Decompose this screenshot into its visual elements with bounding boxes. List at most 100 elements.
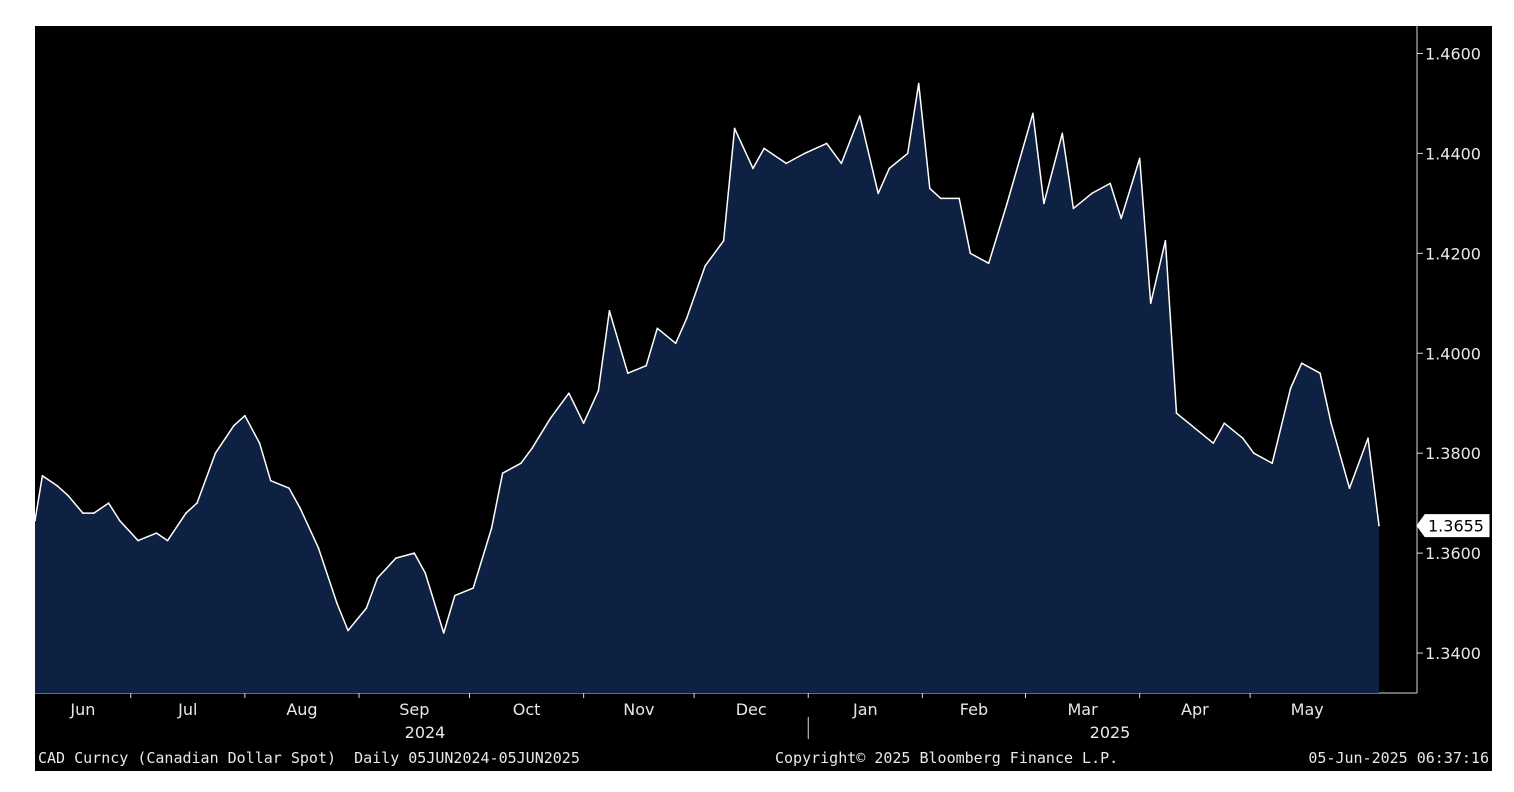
series-point-21 <box>336 602 338 604</box>
series-point-84 <box>1319 372 1321 375</box>
series-point-43 <box>674 342 677 345</box>
series-point-29 <box>454 594 456 597</box>
y-tick-label-0: 1.3400 <box>1425 644 1481 663</box>
timestamp-label: 05-Jun-2025 06:37:16 <box>1308 749 1489 767</box>
last-value-label: 1.3655 <box>1428 517 1484 536</box>
series-point-2 <box>56 484 58 487</box>
series-point-24 <box>376 577 379 579</box>
series-point-37 <box>582 422 585 425</box>
series-point-0 <box>35 519 36 522</box>
y-tick-label-4: 1.4200 <box>1425 244 1481 263</box>
y-tick-label-3: 1.4000 <box>1425 344 1481 363</box>
series-point-41 <box>645 364 647 367</box>
series-point-31 <box>490 527 493 529</box>
series-point-85 <box>1330 422 1332 425</box>
series-point-70 <box>1109 182 1111 185</box>
series-point-42 <box>656 327 659 330</box>
series-point-26 <box>413 552 416 554</box>
series-point-27 <box>424 572 427 574</box>
series-point-20 <box>317 547 320 549</box>
x-month-label-10: Apr <box>1181 700 1209 719</box>
series-point-6 <box>107 502 110 504</box>
series-point-63 <box>987 262 990 265</box>
series-point-12 <box>196 502 198 504</box>
series-point-11 <box>185 512 187 514</box>
series-point-28 <box>442 632 445 634</box>
y-tick-label-2: 1.3800 <box>1425 444 1481 463</box>
x-month-label-9: Mar <box>1067 700 1098 719</box>
series-point-13 <box>214 452 217 455</box>
series-point-87 <box>1367 437 1369 440</box>
series-point-18 <box>288 487 290 490</box>
series-point-23 <box>365 607 368 609</box>
series-point-82 <box>1289 387 1292 390</box>
x-month-label-2: Aug <box>286 700 317 719</box>
series-point-1 <box>41 474 44 477</box>
series-point-54 <box>859 115 861 117</box>
series-point-67 <box>1061 132 1064 135</box>
series-point-64 <box>1006 202 1008 205</box>
series-point-72 <box>1138 157 1141 160</box>
series-point-77 <box>1212 442 1215 445</box>
year-label-2024: 2024 <box>405 723 446 742</box>
series-point-79 <box>1242 437 1244 440</box>
series-point-75 <box>1175 412 1178 415</box>
series-point-7 <box>118 519 121 522</box>
series-point-22 <box>347 629 349 632</box>
copyright-label: Copyright© 2025 Bloomberg Finance L.P. <box>775 749 1119 767</box>
series-point-32 <box>501 472 504 475</box>
series-point-78 <box>1223 422 1226 425</box>
ticker-label: CAD Curncy (Canadian Dollar Spot) Daily … <box>38 749 580 767</box>
chart-frame: 1.3400 1.3600 1.3800 1.4000 1.4200 1.4400 1.46… <box>35 26 1492 771</box>
series-point-71 <box>1120 217 1122 220</box>
series-point-76 <box>1194 427 1196 430</box>
series-point-15 <box>244 414 246 417</box>
x-month-label-6: Dec <box>736 700 767 719</box>
series-point-74 <box>1164 240 1167 242</box>
series-point-62 <box>969 252 972 255</box>
series-point-35 <box>549 417 552 420</box>
x-month-label-11: May <box>1291 700 1324 719</box>
series-point-14 <box>233 424 235 427</box>
frequency-label: Daily <box>354 749 400 767</box>
y-tick-label-5: 1.4400 <box>1425 144 1481 163</box>
x-month-label-4: Oct <box>513 700 541 719</box>
series-point-65 <box>1032 112 1034 115</box>
series-point-55 <box>877 192 879 195</box>
series-point-45 <box>704 265 706 267</box>
x-month-label-5: Nov <box>623 700 654 719</box>
series-point-48 <box>752 167 754 170</box>
series-point-36 <box>568 392 570 395</box>
x-month-label-3: Sep <box>399 700 429 719</box>
series-point-8 <box>137 539 139 542</box>
series-point-9 <box>155 532 158 534</box>
series-point-86 <box>1348 487 1351 490</box>
series-point-57 <box>906 152 909 155</box>
series-point-56 <box>888 167 891 170</box>
series-point-80 <box>1253 452 1255 455</box>
series-point-69 <box>1091 192 1093 195</box>
year-label-2025: 2025 <box>1090 723 1131 742</box>
series-point-52 <box>825 142 828 145</box>
x-month-label-8: Feb <box>960 700 988 719</box>
x-month-label-7: Jan <box>852 700 878 719</box>
series-point-38 <box>597 389 600 392</box>
series-point-73 <box>1149 302 1152 305</box>
series-point-5 <box>93 512 95 514</box>
y-tick-label-6: 1.4600 <box>1425 44 1481 63</box>
series-point-40 <box>627 372 629 375</box>
series-point-50 <box>785 162 787 165</box>
series-point-53 <box>840 162 843 165</box>
series-point-4 <box>82 512 84 514</box>
series-point-16 <box>258 442 261 445</box>
series-point-19 <box>299 507 301 509</box>
date-range-label: 05JUN2024-05JUN2025 <box>408 749 580 767</box>
fx-area-chart: 1.3400 1.3600 1.3800 1.4000 1.4200 1.4400 1.46… <box>35 26 1490 742</box>
x-month-label-0: Jun <box>69 700 95 719</box>
series-point-3 <box>67 494 69 497</box>
series-point-30 <box>472 587 475 589</box>
y-tick-label-1: 1.3600 <box>1425 544 1481 563</box>
series-point-66 <box>1043 202 1045 205</box>
series-point-46 <box>722 240 725 242</box>
series-point-17 <box>269 479 272 482</box>
